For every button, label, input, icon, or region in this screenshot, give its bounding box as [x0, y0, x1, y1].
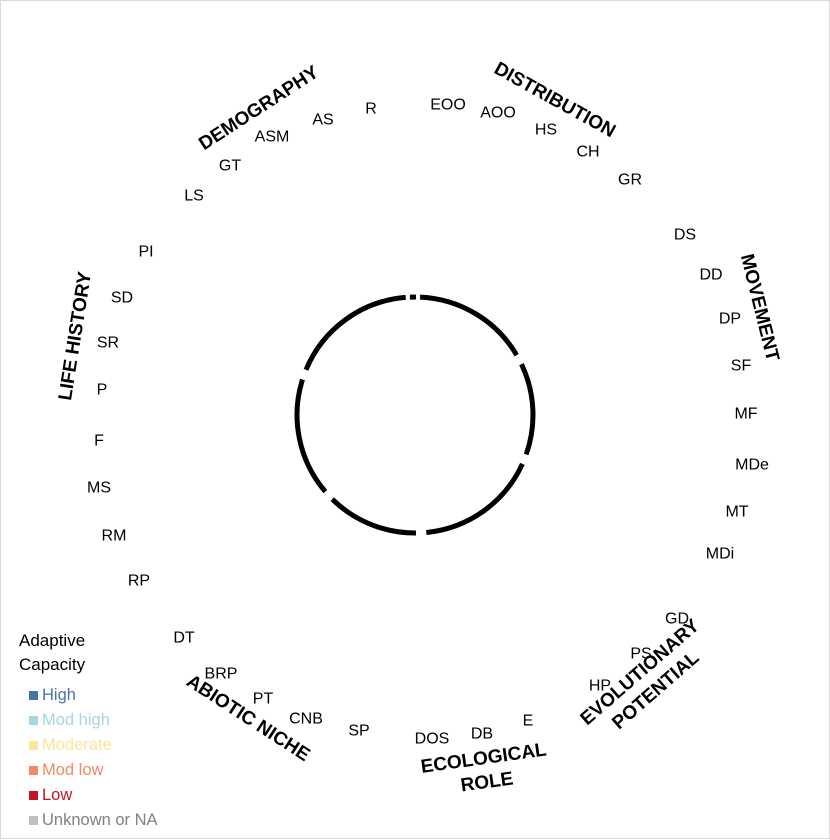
attribute-label-ch: CH [576, 144, 599, 161]
attribute-label-asm: ASM [255, 129, 290, 146]
ring-segment [297, 380, 325, 492]
legend-item: Moderate [19, 733, 209, 758]
attribute-label-sp: SP [348, 723, 369, 740]
legend-label: Mod high [42, 711, 110, 730]
legend-items: High Mod high Moderate Mod low Low Unknown or… [19, 683, 209, 833]
attribute-label-pt: PT [253, 691, 274, 708]
attribute-label-mde: MDe [735, 457, 769, 474]
ring-segment [420, 297, 517, 355]
attribute-label-sr: SR [97, 335, 119, 352]
attribute-label-ds: DS [674, 227, 696, 244]
attribute-label-sf: SF [731, 358, 752, 375]
attribute-label-r: R [365, 101, 377, 118]
legend-item: High [19, 683, 209, 708]
attribute-label-rp: RP [128, 573, 150, 590]
legend-item: Mod low [19, 758, 209, 783]
legend-title: Adaptive Capacity [19, 629, 129, 677]
attribute-label-pi: PI [138, 244, 153, 261]
attribute-label-eoo: EOO [430, 97, 466, 114]
attribute-label-p: P [97, 382, 108, 399]
category-label-ecological-role: ECOLOGICALROLE [420, 739, 552, 801]
legend-swatch [29, 691, 38, 700]
legend-swatch [29, 816, 38, 825]
attribute-label-dd: DD [699, 267, 722, 284]
category-label-life-history: LIFE HISTORY [55, 270, 96, 402]
attribute-label-sd: SD [111, 290, 133, 307]
ring-segment [522, 364, 533, 454]
legend-swatch [29, 716, 38, 725]
attribute-label-dp: DP [719, 311, 741, 328]
attribute-label-mdi: MDi [706, 546, 734, 563]
ring-segment [306, 297, 406, 369]
attribute-label-e: E [523, 713, 534, 730]
attribute-label-ls: LS [184, 188, 204, 205]
attribute-label-mt: MT [725, 504, 748, 521]
legend-label: Mod low [42, 761, 103, 780]
attribute-label-gt: GT [219, 158, 241, 175]
legend-label: Low [42, 786, 72, 805]
legend-swatch [29, 741, 38, 750]
attribute-label-cnb: CNB [289, 711, 323, 728]
attribute-label-hs: HS [535, 122, 557, 139]
category-label-movement: MOVEMENT [736, 252, 783, 364]
legend-item: Unknown or NA [19, 808, 209, 833]
attribute-label-ms: MS [87, 480, 111, 497]
legend-item: Mod high [19, 708, 209, 733]
legend-label: Moderate [42, 736, 112, 755]
ring-segment [332, 499, 416, 533]
legend: Adaptive Capacity High Mod high Moderate Mo… [19, 629, 209, 833]
attribute-label-aoo: AOO [480, 105, 516, 122]
legend-label: High [42, 686, 76, 705]
attribute-label-rm: RM [102, 528, 127, 545]
ring-segment [426, 464, 522, 533]
legend-label: Unknown or NA [42, 811, 158, 830]
legend-swatch [29, 766, 38, 775]
attribute-label-gr: GR [618, 172, 642, 189]
legend-item: Low [19, 783, 209, 808]
attribute-label-dos: DOS [415, 731, 450, 748]
attribute-label-as: AS [312, 112, 333, 129]
inner-ring [297, 297, 533, 533]
legend-swatch [29, 791, 38, 800]
attribute-label-db: DB [471, 726, 493, 743]
attribute-label-mf: MF [734, 406, 757, 423]
attribute-label-f: F [94, 433, 104, 450]
